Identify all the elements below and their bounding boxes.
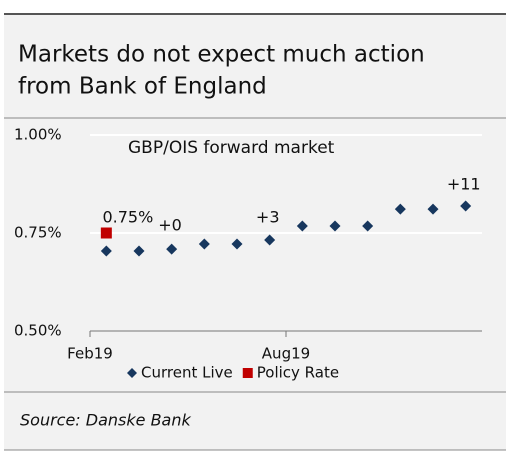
point — [133, 245, 145, 257]
x-tick-label: Feb19 — [67, 345, 113, 363]
point — [362, 220, 374, 232]
chart-subtitle: GBP/OIS forward market — [128, 138, 335, 158]
point — [166, 243, 178, 255]
y-tick-label: 0.75% — [14, 224, 62, 242]
y-tick-label: 0.50% — [14, 322, 62, 340]
point — [296, 220, 308, 232]
point — [231, 238, 243, 250]
chart-title: Markets do not expect much action — [18, 42, 425, 68]
legend-marker — [242, 368, 253, 378]
annotation: +11 — [447, 175, 481, 194]
point — [100, 227, 112, 239]
point — [198, 238, 210, 250]
source: Source: Danske Bank — [20, 411, 192, 430]
point — [264, 234, 276, 246]
point — [394, 203, 406, 215]
annotation: +3 — [256, 208, 280, 227]
legend-marker — [127, 368, 137, 378]
y-tick-label: 1.00% — [14, 126, 62, 144]
annotation: +0 — [158, 215, 182, 234]
point — [460, 200, 472, 212]
point — [100, 245, 112, 257]
annotation: 0.75% — [102, 208, 153, 227]
legend-label: Policy Rate — [257, 364, 339, 382]
chart-title: from Bank of England — [18, 74, 267, 100]
point — [329, 220, 341, 232]
legend-label: Current Live — [141, 364, 233, 382]
x-tick-label: Aug19 — [262, 345, 310, 363]
point — [427, 203, 439, 215]
